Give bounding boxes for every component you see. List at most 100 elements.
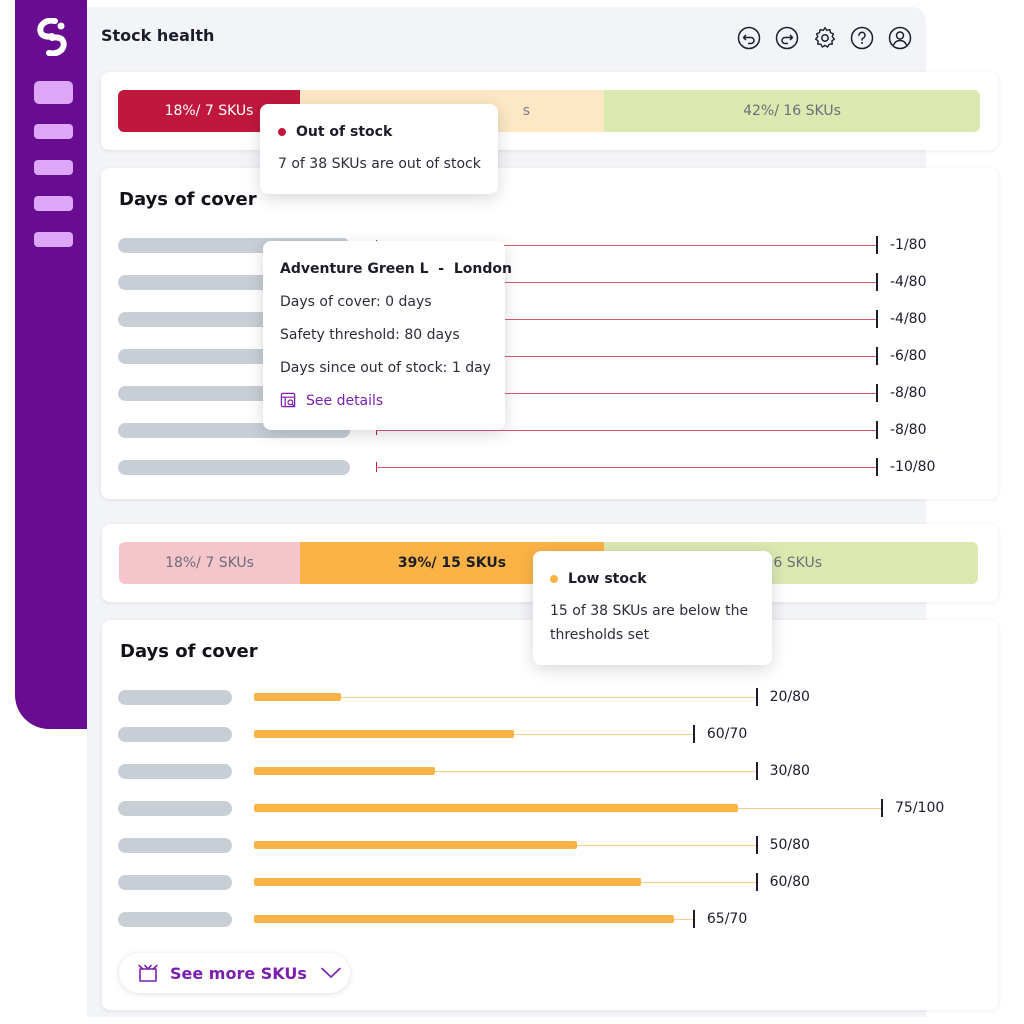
stock-summary-card: 18%/ 7 SKUs s 42%/ 16 SKUs	[101, 72, 998, 150]
cover-track	[376, 393, 876, 394]
summary-segment-label: 18%/ 7 SKUs	[164, 103, 254, 119]
cover-track	[376, 356, 876, 357]
sku-name-placeholder	[118, 912, 232, 927]
cover-ratio: 30/80	[769, 763, 810, 779]
cover-ratio: 60/70	[706, 726, 748, 742]
threshold-marker	[755, 688, 758, 706]
see-more-skus-label: See more SKUs	[170, 963, 307, 983]
safety-threshold-text: Safety threshold: 80 days	[280, 327, 460, 343]
cover-ratio: -4/80	[890, 311, 927, 327]
cover-bar	[254, 804, 739, 812]
sidebar	[15, 0, 87, 729]
sku-row[interactable]: -10/80	[101, 458, 998, 476]
sku-row[interactable]: 60/80	[102, 873, 998, 891]
cover-ratio: 75/100	[895, 800, 945, 816]
cover-ratio: 50/80	[769, 837, 810, 853]
redo-icon[interactable]	[775, 26, 799, 50]
sku-name-placeholder	[118, 460, 350, 475]
tooltip-title: Out of stock	[296, 124, 393, 140]
days-of-cover-low-stock-card: Days of cover 20/80 60/70 30/80 75/100 50/80…	[102, 620, 998, 1010]
sku-name-placeholder	[118, 801, 232, 816]
summary-segment-label: 42%/ 16 SKUs	[743, 103, 841, 119]
out-of-stock-tooltip: Out of stock 7 of 38 SKUs are out of sto…	[260, 104, 498, 194]
sku-name-placeholder	[118, 727, 232, 742]
sku-name-placeholder	[118, 838, 232, 853]
sku-row[interactable]: 20/80	[102, 688, 998, 706]
sku-row[interactable]: -1/80	[101, 236, 998, 254]
sidebar-item-1[interactable]	[34, 81, 73, 104]
threshold-marker	[876, 384, 878, 402]
summary-segment-healthy[interactable]: 42%/ 16 SKUs	[604, 90, 980, 132]
out-of-stock-dot-icon	[278, 128, 286, 136]
card-title: Days of cover	[119, 189, 257, 210]
cover-track	[376, 319, 876, 320]
sku-row[interactable]: -6/80	[101, 347, 998, 365]
cover-bar	[254, 693, 341, 701]
cover-ratio: -1/80	[890, 237, 927, 253]
threshold-marker	[692, 910, 695, 928]
sku-row[interactable]: -4/80	[101, 273, 998, 291]
low-stock-tooltip: Low stock 15 of 38 SKUs are below the th…	[533, 551, 772, 665]
sidebar-item-4[interactable]	[34, 196, 73, 211]
threshold-marker	[876, 236, 878, 254]
undo-icon[interactable]	[737, 26, 761, 50]
sku-name-placeholder	[118, 690, 232, 705]
sku-name-placeholder	[118, 875, 232, 890]
cover-track	[376, 245, 876, 246]
cover-ratio: 60/80	[769, 874, 810, 890]
chevron-down-icon	[321, 967, 341, 978]
sku-row[interactable]: 30/80	[102, 762, 998, 780]
days-since-out-text: Days since out of stock: 1 day	[280, 360, 491, 376]
threshold-marker	[876, 310, 878, 328]
sku-detail-tooltip: Adventure Green L - London Days of cover…	[263, 241, 512, 430]
help-icon[interactable]	[850, 26, 874, 50]
app-logo-icon[interactable]	[35, 17, 69, 57]
summary-segment-label: s	[522, 103, 530, 119]
tooltip-text: 7 of 38 SKUs are out of stock	[278, 156, 481, 172]
threshold-marker	[692, 725, 695, 743]
threshold-marker	[876, 458, 878, 476]
sku-name-placeholder	[118, 764, 232, 779]
see-details-label: See details	[306, 392, 384, 409]
tooltip-text-line-2: thresholds set	[550, 627, 650, 643]
sku-row[interactable]: 75/100	[102, 799, 998, 817]
sidebar-item-5[interactable]	[34, 232, 73, 247]
threshold-marker	[755, 836, 758, 854]
sku-row[interactable]: -8/80	[101, 421, 998, 439]
see-more-skus-button[interactable]: See more SKUs	[119, 953, 350, 993]
see-details-link[interactable]: See details	[280, 392, 383, 409]
card-title: Days of cover	[120, 641, 258, 662]
tooltip-title: Adventure Green L - London	[280, 261, 512, 277]
cover-track	[254, 697, 756, 698]
page-title: Stock health	[101, 26, 215, 45]
tooltip-text-line-1: 15 of 38 SKUs are below the	[550, 603, 749, 619]
sidebar-item-3[interactable]	[34, 160, 73, 175]
threshold-marker	[755, 762, 758, 780]
low-stock-dot-icon	[550, 575, 558, 583]
cover-bar	[254, 767, 435, 775]
sku-row[interactable]: -4/80	[101, 310, 998, 328]
sidebar-item-2[interactable]	[34, 124, 73, 139]
cover-ratio: 20/80	[769, 689, 810, 705]
user-icon[interactable]	[888, 26, 912, 50]
summary-segment-out-of-stock[interactable]: 18%/ 7 SKUs	[119, 542, 300, 584]
threshold-marker	[876, 421, 878, 439]
sku-row[interactable]: 50/80	[102, 836, 998, 854]
box-icon	[138, 964, 158, 982]
threshold-marker	[755, 873, 758, 891]
gear-icon[interactable]	[813, 26, 837, 50]
cover-ratio: -6/80	[890, 348, 927, 364]
days-of-cover-text: Days of cover: 0 days	[280, 294, 432, 310]
cover-track	[376, 430, 876, 431]
summary-segment-label: 18%/ 7 SKUs	[165, 555, 254, 571]
cover-track	[376, 467, 876, 468]
cover-bar	[254, 915, 674, 923]
cover-ratio: -8/80	[890, 385, 927, 401]
summary-segment-label: 39%/ 15 SKUs	[397, 555, 507, 571]
sku-row[interactable]: 60/70	[102, 725, 998, 743]
cover-ratio: -8/80	[890, 422, 927, 438]
sku-row[interactable]: 65/70	[102, 910, 998, 928]
cover-ratio: 65/70	[706, 911, 748, 927]
cover-ratio: -4/80	[890, 274, 927, 290]
sku-row[interactable]: -8/80	[101, 384, 998, 402]
